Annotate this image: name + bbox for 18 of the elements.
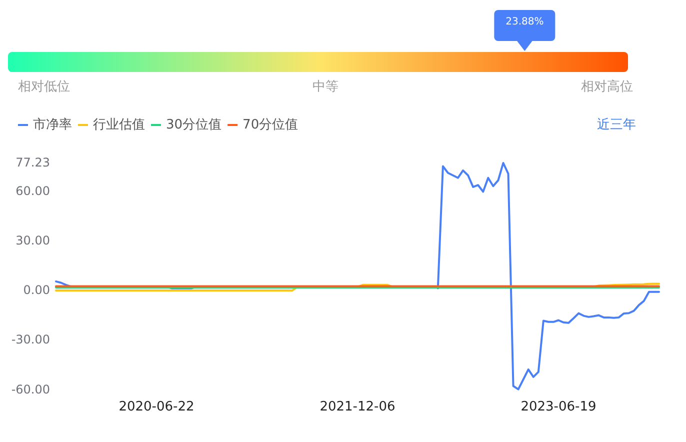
- text: 近三年: [597, 118, 636, 132]
- y-tick-label: 30.00: [16, 234, 50, 248]
- x-tick-label: 2020-06-22: [118, 400, 194, 414]
- category-label: 相对低位: [18, 80, 70, 94]
- legend-label: 70分位值: [242, 118, 298, 132]
- legend-label: 30分位值: [166, 118, 222, 132]
- legend-label: 市净率: [33, 116, 72, 132]
- y-tick-label: 0.00: [23, 283, 50, 298]
- x-tick-label: 2021-12-06: [320, 400, 396, 414]
- callout: 23.88%: [494, 10, 556, 51]
- x-tick-label: 2023-06-19: [520, 400, 596, 414]
- legend-label: 行业估值: [93, 118, 145, 132]
- category-label: 中等: [312, 80, 338, 94]
- category-label: 相对高位: [581, 78, 633, 94]
- y-tick-label: -30.00: [11, 332, 50, 347]
- y-tick-label: -60.00: [11, 382, 50, 396]
- y-tick-label: 60.00: [16, 184, 50, 198]
- y-tick-label: 77.23: [16, 156, 50, 170]
